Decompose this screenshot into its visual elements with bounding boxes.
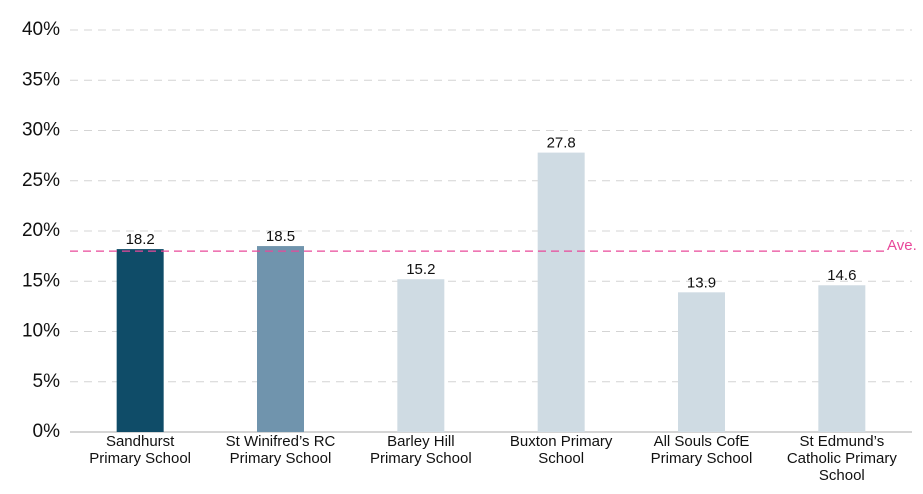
x-tick-label: Sandhurst Primary School (89, 433, 191, 467)
x-tick-label: St Edmund’s Catholic Primary School (786, 433, 897, 484)
bar (116, 249, 164, 432)
x-tick-label: Buxton Primary School (509, 433, 613, 467)
x-tick-label: Barley Hill Primary School (369, 433, 472, 467)
y-tick-label: 10% (22, 321, 60, 342)
bar (537, 152, 585, 433)
y-tick-label: 15% (22, 270, 60, 291)
y-tick-label: 35% (22, 69, 60, 90)
bar (397, 279, 445, 432)
data-label: 13.9 (687, 274, 716, 291)
y-tick-label: 40% (22, 19, 60, 40)
y-tick-label: 0% (33, 421, 61, 442)
data-label: 15.2 (406, 261, 435, 278)
x-tick-label: All Souls CofE Primary School (650, 433, 753, 467)
data-label: 18.2 (126, 231, 155, 248)
y-tick-label: 30% (22, 120, 60, 141)
bar (678, 292, 725, 432)
y-tick-label: 20% (22, 220, 60, 241)
average-label: Ave. (887, 237, 917, 254)
y-tick-label: 5% (33, 371, 61, 392)
x-tick-label: St Winifred’s RC Primary School (225, 433, 336, 467)
data-label: 27.8 (547, 135, 576, 152)
data-label: 18.5 (266, 228, 295, 245)
bar (257, 246, 304, 432)
bar (818, 285, 866, 432)
data-label: 14.6 (827, 267, 856, 284)
y-tick-label: 25% (22, 170, 60, 191)
